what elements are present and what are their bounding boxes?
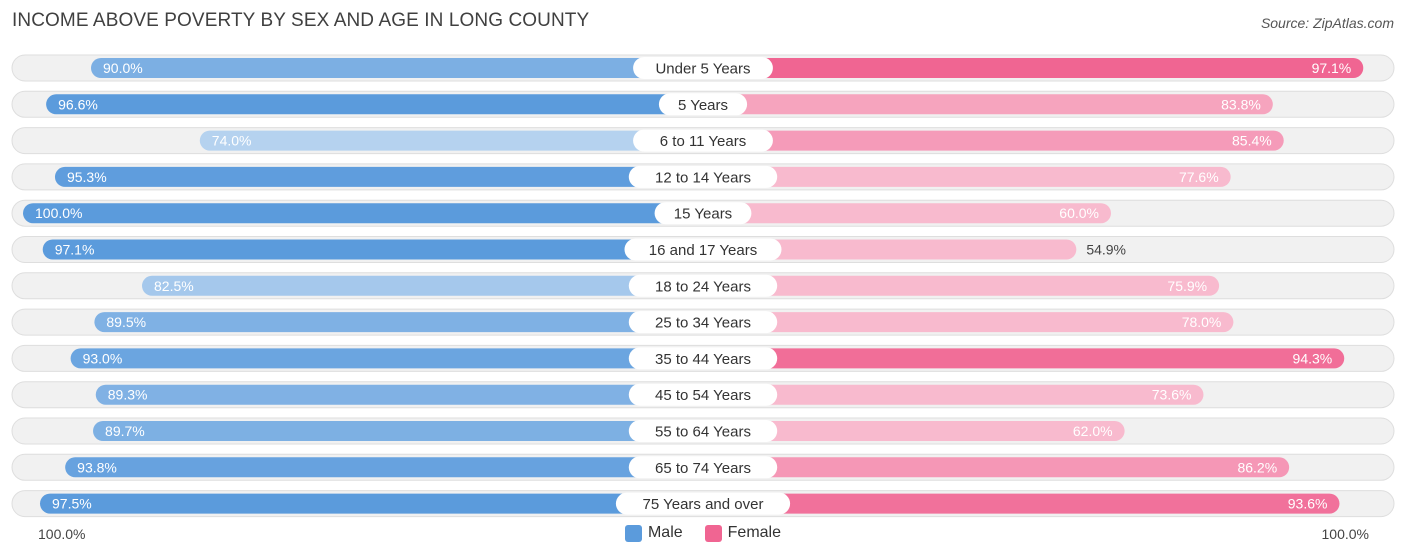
category-pill [615,492,791,515]
male-bar [40,493,703,514]
female-bar [703,239,1077,260]
male-bar [93,421,704,441]
female-value-label: 83.8% [1221,96,1261,112]
category-pill [628,274,778,297]
female-bar [703,312,1234,333]
male-bar [91,58,703,78]
axis-right-label: 100.0% [1321,526,1369,542]
female-value-label: 94.3% [1293,350,1333,366]
chart-svg: 90.0% 97.1% Under 5 Years 96.6% 83.8% 5 Years… [11,54,1395,518]
male-bar [42,239,704,260]
female-value-label: 60.0% [1059,205,1099,221]
legend: Male Female [0,524,1406,542]
legend-label-female: Female [727,524,782,541]
male-value-label: 97.1% [55,242,95,258]
female-bar [703,166,1231,187]
category-label: 5 Years [678,97,728,114]
category-label: 55 to 64 Years [655,424,751,441]
female-value-label: 78.0% [1182,314,1222,330]
legend-swatch-male [624,524,642,542]
female-value-label: 54.9% [1086,242,1126,258]
source-label: Source: ZipAtlas.com [1260,15,1394,31]
category-pill [654,202,752,225]
legend-swatch-female [704,524,722,542]
category-label: 35 to 44 Years [655,351,751,368]
male-value-label: 90.0% [103,60,143,76]
female-bar [703,421,1125,441]
male-bar [199,130,704,151]
category-pill [624,238,782,261]
male-value-label: 93.0% [83,350,123,366]
male-bar [95,384,703,405]
male-value-label: 95.3% [67,169,107,185]
chart-title: INCOME ABOVE POVERTY BY SEX AND AGE IN L… [12,10,590,31]
female-value-label: 77.6% [1179,169,1219,185]
male-value-label: 89.5% [106,314,146,330]
male-bar [70,348,704,369]
female-bar [703,275,1220,296]
female-bar [703,384,1204,405]
category-pill [628,311,778,334]
category-label: 75 Years and over [643,496,764,513]
category-pill [628,383,778,406]
male-bar [46,94,704,115]
legend-item-female[interactable]: Female [704,524,782,542]
male-value-label: 93.8% [77,459,117,475]
male-value-label: 97.5% [52,496,92,512]
female-bar [703,348,1345,369]
category-label: 45 to 54 Years [655,387,751,404]
female-value-label: 93.6% [1288,496,1328,512]
category-label: Under 5 Years [655,61,750,78]
female-value-label: 62.0% [1073,423,1113,439]
category-label: 65 to 74 Years [655,460,751,477]
male-value-label: 96.6% [58,96,98,112]
legend-label-male: Male [647,524,683,541]
female-bar [703,203,1111,224]
female-bar [703,457,1290,478]
category-pill [628,347,778,370]
category-label: 16 and 17 Years [649,242,757,259]
female-bar [703,94,1273,115]
female-bar [703,493,1340,514]
female-value-label: 73.6% [1152,387,1192,403]
male-bar [54,166,703,187]
category-label: 15 Years [674,206,732,223]
category-label: 6 to 11 Years [660,133,746,150]
female-value-label: 85.4% [1232,133,1272,149]
male-value-label: 100.0% [35,205,82,221]
category-pill [633,57,773,79]
axis-left-label: 100.0% [38,526,86,542]
category-label: 18 to 24 Years [655,278,751,295]
male-bar [142,275,703,296]
female-value-label: 97.1% [1312,60,1352,76]
category-label: 25 to 34 Years [655,315,751,332]
male-value-label: 89.7% [105,423,145,439]
category-pill [658,93,748,116]
category-pill [628,456,778,479]
female-bar [703,130,1284,151]
female-bar [703,58,1364,78]
legend-item-male[interactable]: Male [624,524,683,542]
female-value-label: 75.9% [1167,278,1207,294]
category-label: 12 to 14 Years [655,169,751,186]
female-value-label: 86.2% [1237,459,1277,475]
male-value-label: 89.3% [108,387,148,403]
category-pill [628,420,778,442]
male-bar [94,312,703,333]
category-pill [633,129,773,152]
male-bar [23,203,703,224]
male-value-label: 82.5% [154,278,194,294]
male-bar [65,457,703,478]
category-pill [628,165,778,188]
male-value-label: 74.0% [212,133,252,149]
